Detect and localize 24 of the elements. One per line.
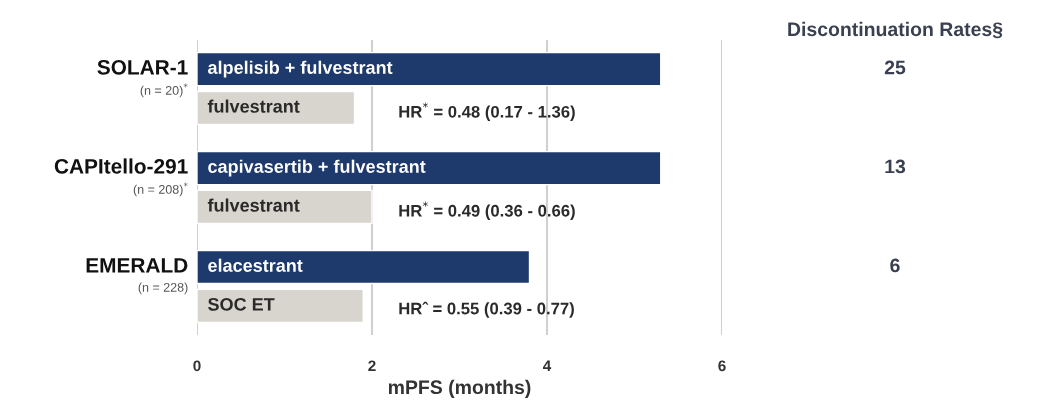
text: SOLAR-1	[97, 59, 188, 75]
x-tick-label: 6	[718, 360, 726, 372]
annotation: HR$^{*}$ = 0.48 (0.17 - 1.36)	[399, 102, 575, 121]
y-tick-label: fulvestrant	[207, 198, 300, 212]
x-tick-label: 0	[193, 360, 201, 372]
y-tick-label: capivasertib + fulvestrant	[208, 159, 426, 177]
y-tick-label: elacestrant	[208, 258, 303, 272]
y-tick-label: SOC ET	[208, 297, 275, 311]
x-tick-label: 2	[368, 360, 376, 372]
text: (n = 228)	[138, 282, 188, 295]
x-axis-title: mPFS (months)	[388, 379, 531, 398]
data-label: 13	[885, 159, 906, 174]
text: Discontinuation Rates§	[788, 21, 1003, 39]
text: (n = 20)$^{*}$	[140, 83, 188, 98]
y-tick-label: fulvestrant	[207, 99, 300, 113]
x-tick-label: 4	[542, 360, 552, 372]
text: CAPItello-291	[54, 158, 188, 174]
annotation: HRˆ = 0.55 (0.39 - 0.77)	[399, 301, 574, 318]
data-label: 6	[890, 258, 900, 273]
text: EMERALD	[86, 258, 188, 273]
text: (n = 208)$^{*}$	[133, 182, 188, 197]
data-label: 25	[884, 60, 906, 75]
y-tick-label: alpelisib + fulvestrant	[208, 60, 393, 78]
annotation: HR$^{*}$ = 0.49 (0.36 - 0.66)	[399, 201, 575, 220]
